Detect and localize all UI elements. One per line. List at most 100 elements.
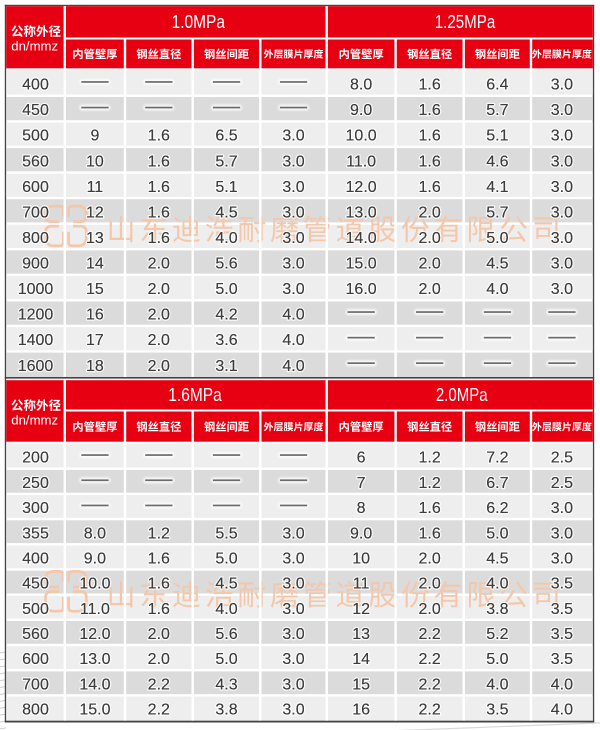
svg-text:4.0: 4.0 bbox=[282, 358, 304, 375]
svg-text:3.5: 3.5 bbox=[551, 576, 573, 593]
svg-text:4.5: 4.5 bbox=[215, 576, 237, 593]
svg-text:3.0: 3.0 bbox=[551, 77, 573, 94]
svg-text:14.0: 14.0 bbox=[79, 676, 110, 693]
svg-text:3.0: 3.0 bbox=[282, 230, 304, 247]
svg-text:3.0: 3.0 bbox=[282, 179, 304, 196]
svg-text:7.2: 7.2 bbox=[486, 450, 508, 467]
svg-text:1600: 1600 bbox=[18, 358, 54, 375]
svg-text:3.0: 3.0 bbox=[282, 702, 304, 719]
svg-text:4.0: 4.0 bbox=[282, 332, 304, 349]
svg-text:2.0: 2.0 bbox=[148, 332, 170, 349]
svg-text:1.6: 1.6 bbox=[148, 179, 170, 196]
svg-text:3.0: 3.0 bbox=[282, 128, 304, 145]
svg-text:5.0: 5.0 bbox=[215, 551, 237, 568]
svg-text:200: 200 bbox=[22, 450, 49, 467]
svg-text:2.0: 2.0 bbox=[148, 256, 170, 273]
svg-text:15: 15 bbox=[86, 281, 104, 298]
svg-text:2.2: 2.2 bbox=[418, 702, 440, 719]
svg-text:3.1: 3.1 bbox=[215, 358, 237, 375]
svg-text:4.0: 4.0 bbox=[486, 576, 508, 593]
svg-text:500: 500 bbox=[22, 601, 49, 618]
svg-text:3.5: 3.5 bbox=[551, 576, 573, 593]
svg-text:3.6: 3.6 bbox=[215, 332, 237, 349]
svg-text:2.0: 2.0 bbox=[418, 281, 440, 298]
svg-text:3.0: 3.0 bbox=[551, 256, 573, 273]
svg-text:3.0: 3.0 bbox=[282, 676, 304, 693]
svg-text:1.6: 1.6 bbox=[148, 153, 170, 170]
svg-text:2.0: 2.0 bbox=[148, 281, 170, 298]
svg-text:2.5: 2.5 bbox=[551, 450, 573, 467]
svg-text:4.1: 4.1 bbox=[486, 179, 508, 196]
svg-text:500: 500 bbox=[22, 601, 49, 618]
svg-text:4.5: 4.5 bbox=[215, 204, 237, 221]
svg-text:2.0: 2.0 bbox=[418, 204, 440, 221]
svg-text:13: 13 bbox=[352, 626, 370, 643]
svg-text:8.0: 8.0 bbox=[84, 525, 106, 542]
svg-text:3.5: 3.5 bbox=[551, 651, 573, 668]
svg-text:3.0: 3.0 bbox=[282, 256, 304, 273]
svg-text:9: 9 bbox=[90, 128, 99, 145]
svg-text:450: 450 bbox=[22, 102, 49, 119]
svg-text:5.0: 5.0 bbox=[486, 651, 508, 668]
svg-text:3.0: 3.0 bbox=[551, 525, 573, 542]
svg-text:7.2: 7.2 bbox=[486, 450, 508, 467]
svg-text:3.0: 3.0 bbox=[551, 128, 573, 145]
svg-text:9.0: 9.0 bbox=[84, 551, 106, 568]
svg-text:1.0MPa: 1.0MPa bbox=[172, 12, 226, 32]
svg-text:560: 560 bbox=[22, 626, 49, 643]
svg-text:3.0: 3.0 bbox=[282, 576, 304, 593]
svg-text:10.0: 10.0 bbox=[79, 576, 110, 593]
svg-text:2.2: 2.2 bbox=[418, 651, 440, 668]
svg-text:15.0: 15.0 bbox=[346, 256, 377, 273]
svg-text:1.2: 1.2 bbox=[418, 450, 440, 467]
svg-text:3.0: 3.0 bbox=[282, 551, 304, 568]
svg-text:3.5: 3.5 bbox=[551, 601, 573, 618]
svg-text:3.0: 3.0 bbox=[282, 525, 304, 542]
svg-text:1.6: 1.6 bbox=[418, 500, 440, 517]
svg-text:5.1: 5.1 bbox=[215, 179, 237, 196]
svg-text:2.0: 2.0 bbox=[418, 230, 440, 247]
svg-text:560: 560 bbox=[22, 626, 49, 643]
svg-text:1.6: 1.6 bbox=[418, 128, 440, 145]
svg-text:4.0: 4.0 bbox=[215, 601, 237, 618]
svg-text:3.0: 3.0 bbox=[282, 651, 304, 668]
svg-text:11: 11 bbox=[353, 576, 370, 593]
svg-text:12.0: 12.0 bbox=[346, 179, 377, 196]
svg-text:13: 13 bbox=[86, 230, 104, 247]
svg-text:3.0: 3.0 bbox=[282, 676, 304, 693]
svg-text:700: 700 bbox=[22, 204, 49, 221]
svg-text:15.0: 15.0 bbox=[79, 702, 110, 719]
svg-text:3.0: 3.0 bbox=[282, 651, 304, 668]
svg-text:5.6: 5.6 bbox=[215, 626, 237, 643]
svg-text:16.0: 16.0 bbox=[346, 281, 377, 298]
svg-text:1400: 1400 bbox=[18, 332, 54, 349]
svg-text:300: 300 bbox=[22, 500, 49, 517]
svg-text:4.3: 4.3 bbox=[215, 676, 237, 693]
svg-text:3.0: 3.0 bbox=[551, 230, 573, 247]
svg-text:700: 700 bbox=[22, 676, 49, 693]
svg-text:560: 560 bbox=[22, 153, 49, 170]
svg-text:2.2: 2.2 bbox=[148, 676, 170, 693]
svg-text:3.8: 3.8 bbox=[486, 601, 508, 618]
svg-text:450: 450 bbox=[22, 576, 49, 593]
svg-text:4.0: 4.0 bbox=[215, 601, 237, 618]
svg-text:800: 800 bbox=[22, 230, 49, 247]
svg-text:600: 600 bbox=[22, 179, 49, 196]
svg-text:3.1: 3.1 bbox=[215, 358, 237, 375]
svg-text:11: 11 bbox=[87, 179, 104, 196]
svg-text:2.2: 2.2 bbox=[148, 702, 170, 719]
svg-text:2.2: 2.2 bbox=[418, 626, 440, 643]
svg-text:2.5: 2.5 bbox=[551, 450, 573, 467]
svg-text:1.2: 1.2 bbox=[418, 475, 440, 492]
svg-text:600: 600 bbox=[22, 651, 49, 668]
svg-text:3.0: 3.0 bbox=[282, 204, 304, 221]
svg-text:3.0: 3.0 bbox=[551, 256, 573, 273]
svg-text:6.2: 6.2 bbox=[486, 500, 508, 517]
svg-text:10: 10 bbox=[86, 153, 104, 170]
svg-text:12: 12 bbox=[352, 601, 370, 618]
svg-text:5.7: 5.7 bbox=[215, 153, 237, 170]
svg-text:9.0: 9.0 bbox=[350, 525, 372, 542]
svg-text:4.5: 4.5 bbox=[215, 204, 237, 221]
svg-text:6.2: 6.2 bbox=[486, 500, 508, 517]
svg-text:2.2: 2.2 bbox=[148, 702, 170, 719]
